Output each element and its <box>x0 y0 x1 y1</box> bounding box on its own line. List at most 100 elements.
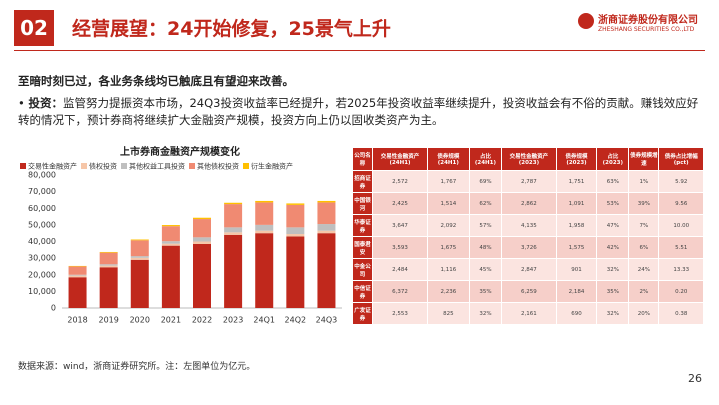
logo-mark <box>578 13 594 29</box>
bar-segment <box>193 243 211 308</box>
table-row: 华泰证券 3,647 2,092 57% 4,135 1,958 47% 7% 10.00 <box>352 214 704 237</box>
legend-label: 衍生金融资产 <box>251 162 293 171</box>
y-tick-label: 30,000 <box>28 254 56 263</box>
table-cell: 2,847 <box>501 258 557 281</box>
source-note: 数据来源：wind，浙商证券研究所。注：左图单位为亿元。 <box>18 362 256 372</box>
bar-segment <box>224 227 243 233</box>
table-cell: 48% <box>468 236 503 259</box>
x-tick-label: 24Q3 <box>316 316 338 325</box>
table-cell: 1,675 <box>427 236 470 259</box>
company-cell: 华泰证券 <box>352 214 373 237</box>
bar-segment <box>68 275 87 278</box>
y-tick-label: 70,000 <box>28 187 56 196</box>
legend-swatch <box>243 163 249 169</box>
bar-segment <box>99 267 118 308</box>
legend-label: 其他权益工具投资 <box>129 162 185 171</box>
bar-segment <box>68 277 87 308</box>
table-cell: 10.00 <box>658 214 704 237</box>
table-cell: 47% <box>596 214 630 237</box>
x-tick-label: 2023 <box>223 316 243 325</box>
bar-segment <box>255 202 274 225</box>
logo-text-en: ZHESHANG SECURITIES CO.,LTD <box>598 26 695 33</box>
table-cell: 2,184 <box>555 280 598 303</box>
bar-segment <box>130 257 149 260</box>
x-tick-label: 2022 <box>192 316 212 325</box>
table-cell: 2,862 <box>501 192 557 215</box>
y-tick-label: 40,000 <box>28 237 56 246</box>
table-cell: 2,553 <box>371 302 429 325</box>
table-row: 招商证券 2,572 1,767 69% 2,787 1,751 63% 1% 5.92 <box>352 170 704 193</box>
table-cell: 4,135 <box>501 214 557 237</box>
bullet-text: 监管努力提振资本市场，24Q3投资收益率已经提升，若2025年投资收益率继续提升… <box>18 96 699 127</box>
bar-segment <box>317 200 336 203</box>
bar-segment <box>286 227 305 235</box>
table-cell: 32% <box>468 302 503 325</box>
company-cell: 中金公司 <box>352 258 373 281</box>
company-cell: 中信证券 <box>352 280 373 303</box>
table-cell: 9.56 <box>658 192 704 215</box>
company-cell: 招商证券 <box>352 170 373 193</box>
x-tick-label: 2020 <box>130 316 150 325</box>
bar-segment <box>161 245 180 308</box>
table-cell: 3,647 <box>371 214 429 237</box>
header-rule <box>14 50 705 51</box>
table-cell: 3,726 <box>501 236 557 259</box>
table-cell: 6,259 <box>501 280 557 303</box>
bar-segment <box>193 217 211 220</box>
table-cell: 1,091 <box>555 192 598 215</box>
section-number: 02 <box>14 10 54 46</box>
table-cell: 32% <box>596 258 630 281</box>
table-cell: 825 <box>427 302 470 325</box>
page-number: 26 <box>688 372 702 385</box>
legend-label: 债权投资 <box>89 162 117 171</box>
bar-segment <box>286 236 305 308</box>
table-cell: 32% <box>596 302 630 325</box>
table-cell: 901 <box>555 258 598 281</box>
legend-swatch <box>81 163 87 169</box>
table-cell: 2,236 <box>427 280 470 303</box>
x-tick-label: 24Q1 <box>253 316 275 325</box>
bar-segment <box>99 252 118 265</box>
y-tick-label: 80,000 <box>28 171 56 180</box>
y-tick-label: 60,000 <box>28 204 56 213</box>
logo-text: 浙商证券股份有限公司 <box>598 15 698 26</box>
bullet-label: 投资： <box>28 96 63 110</box>
bar-segment <box>161 226 180 242</box>
chart: 上市券商金融资产规模变化 0 10,000 20,000 30,000 40,000 50… <box>20 145 342 325</box>
bar-segment <box>99 264 118 266</box>
legend-swatch <box>121 163 127 169</box>
table-cell: 2,161 <box>501 302 557 325</box>
table-cell: 2,425 <box>371 192 429 215</box>
header-cell: 交易性金融资产 (24H1) <box>371 147 429 171</box>
bar-segment <box>193 219 211 238</box>
table-cell: 1,116 <box>427 258 470 281</box>
y-tick-label: 20,000 <box>28 270 56 279</box>
bar-segment <box>130 259 149 308</box>
table-row: 中信证券 6,372 2,236 35% 6,259 2,184 35% 2% 0.20 <box>352 280 704 303</box>
legend-label: 交易性金融资产 <box>28 162 77 171</box>
table-row: 中国银河 2,425 1,514 62% 2,862 1,091 53% 39% 9.56 <box>352 192 704 215</box>
bar-segment <box>68 274 87 276</box>
table-cell: 39% <box>628 192 660 215</box>
table-cell: 6% <box>628 236 660 259</box>
header-cell: 占比 (2023) <box>596 147 630 171</box>
table-cell: 69% <box>468 170 503 193</box>
bar-segment <box>317 230 336 234</box>
table-cell: 45% <box>468 258 503 281</box>
table-cell: 2,092 <box>427 214 470 237</box>
bar-segment <box>286 204 305 228</box>
header-cell: 债券规模增速 <box>628 147 660 171</box>
table-row: 国泰君安 3,593 1,675 48% 3,726 1,575 42% 6% 5.51 <box>352 236 704 259</box>
company-cell: 国泰君安 <box>352 236 373 259</box>
header-cell: 公司名称 <box>352 147 373 171</box>
x-tick-label: 2021 <box>161 316 181 325</box>
header-cell: 交易性金融资产 (2023) <box>501 147 557 171</box>
x-tick-label: 24Q2 <box>285 316 307 325</box>
table-cell: 3,593 <box>371 236 429 259</box>
header-cell: 债券占比增幅 (pct) <box>658 147 704 171</box>
table-cell: 2% <box>628 280 660 303</box>
bar-segment <box>317 202 336 225</box>
y-tick-label: 50,000 <box>28 220 56 229</box>
table-cell: 57% <box>468 214 503 237</box>
